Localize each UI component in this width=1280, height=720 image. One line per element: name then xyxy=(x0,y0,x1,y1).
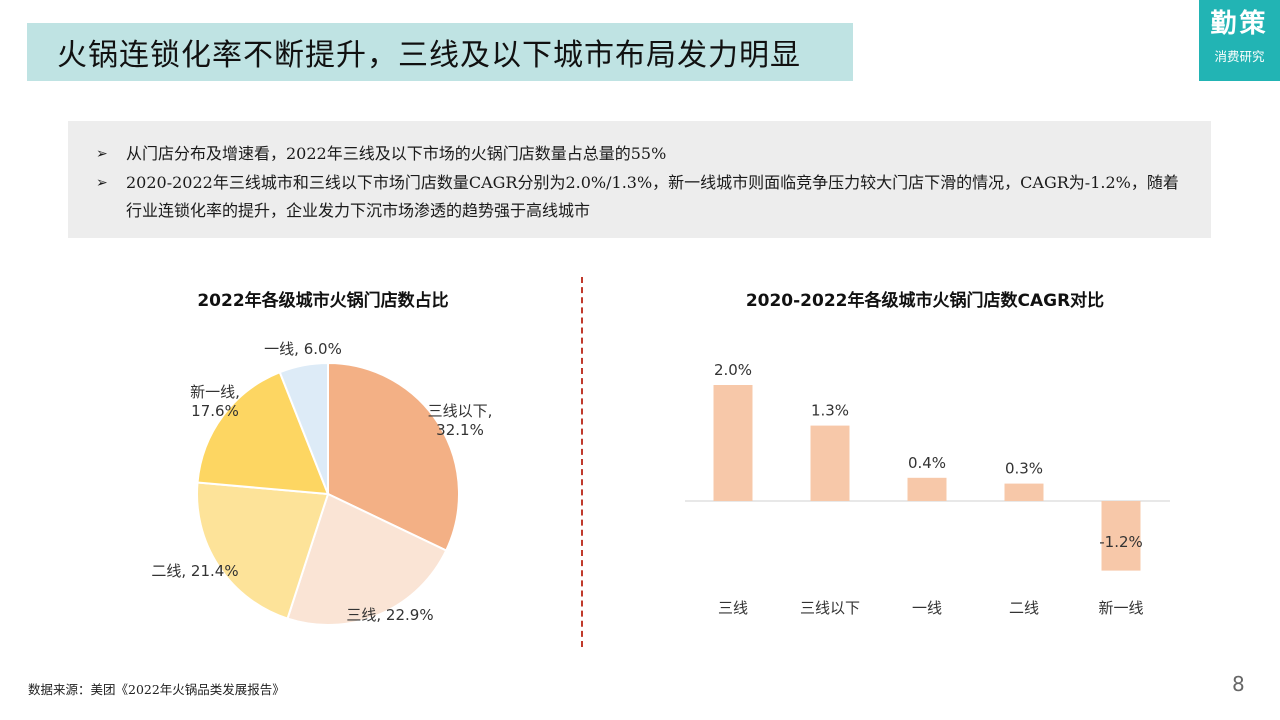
bar-chart-title: 2020-2022年各级城市火锅门店数CAGR对比 xyxy=(745,291,1105,311)
pie-chart: 三线以下,32.1% 三线, 22.9% 二线, 21.4% 新一线,17.6% 一线,… xyxy=(151,340,493,626)
bar-value-label: 2.0% xyxy=(714,361,752,379)
bar-value-label: -1.2% xyxy=(1099,533,1143,551)
pie-label: 32.1% xyxy=(436,421,484,439)
bar-chart: 2.0% 三线 1.3% 三线以下 0.4% 一线 0.3% 二线 -1.2% 新一线 xyxy=(685,361,1170,617)
bar-value-label: 1.3% xyxy=(811,402,849,420)
bar-category-label: 新一线 xyxy=(1098,599,1143,617)
bullet-arrow-icon: ➢ xyxy=(96,174,108,191)
bar-category-label: 二线 xyxy=(1009,599,1039,617)
pie-label: 三线以下, xyxy=(428,402,493,420)
bar-category-label: 三线 xyxy=(718,599,748,617)
pie-slice xyxy=(327,361,460,552)
title-banner: 火锅连锁化率不断提升，三线及以下城市布局发力明显 xyxy=(27,23,853,81)
pie-label: 一线, 6.0% xyxy=(264,340,342,358)
pie-label: 三线, 22.9% xyxy=(346,606,433,624)
brand-subtitle: 消费研究 xyxy=(1214,49,1265,64)
summary-bullet: ➢ 2020-2022年三线城市和三线以下市场门店数量CAGR分别为2.0%/1… xyxy=(96,169,1183,226)
bar-category-label: 三线以下 xyxy=(800,599,860,617)
bar xyxy=(713,385,753,501)
summary-bullet: ➢ 从门店分布及增速看，2022年三线及以下市场的火锅门店数量占总量的55% xyxy=(96,140,1183,169)
bar xyxy=(810,425,850,501)
pie-slice xyxy=(278,361,329,495)
pie-label: 17.6% xyxy=(191,402,239,420)
section-divider xyxy=(581,277,583,647)
page-title: 火锅连锁化率不断提升，三线及以下城市布局发力明显 xyxy=(57,38,801,73)
pie-slice xyxy=(286,492,448,626)
bar-category-label: 一线 xyxy=(912,599,942,617)
bullet-arrow-icon: ➢ xyxy=(96,146,108,162)
data-source: 数据来源：美团《2022年火锅品类发展报告》 xyxy=(28,682,285,697)
summary-text: 从门店分布及增速看，2022年三线及以下市场的火锅门店数量占总量的55% xyxy=(126,144,667,163)
brand-name: 勤策 xyxy=(1210,9,1269,39)
bar xyxy=(1101,501,1141,571)
pie-slice xyxy=(196,370,330,496)
bar-value-label: 0.4% xyxy=(908,454,946,472)
pie-label: 新一线, xyxy=(190,383,240,401)
page-number: 8 xyxy=(1232,672,1245,696)
bar xyxy=(907,477,947,501)
bar-value-label: 0.3% xyxy=(1005,460,1043,478)
bar xyxy=(1004,483,1044,501)
summary-text: 2020-2022年三线城市和三线以下市场门店数量CAGR分别为2.0%/1.3… xyxy=(126,172,1179,221)
brand-logo: 勤策 消费研究 xyxy=(1199,0,1280,81)
summary-box: ➢ 从门店分布及增速看，2022年三线及以下市场的火锅门店数量占总量的55% ➢… xyxy=(68,121,1211,238)
pie-label: 二线, 21.4% xyxy=(151,562,238,580)
pie-slice xyxy=(196,481,330,620)
pie-chart-title: 2022年各级城市火锅门店数占比 xyxy=(197,291,449,311)
